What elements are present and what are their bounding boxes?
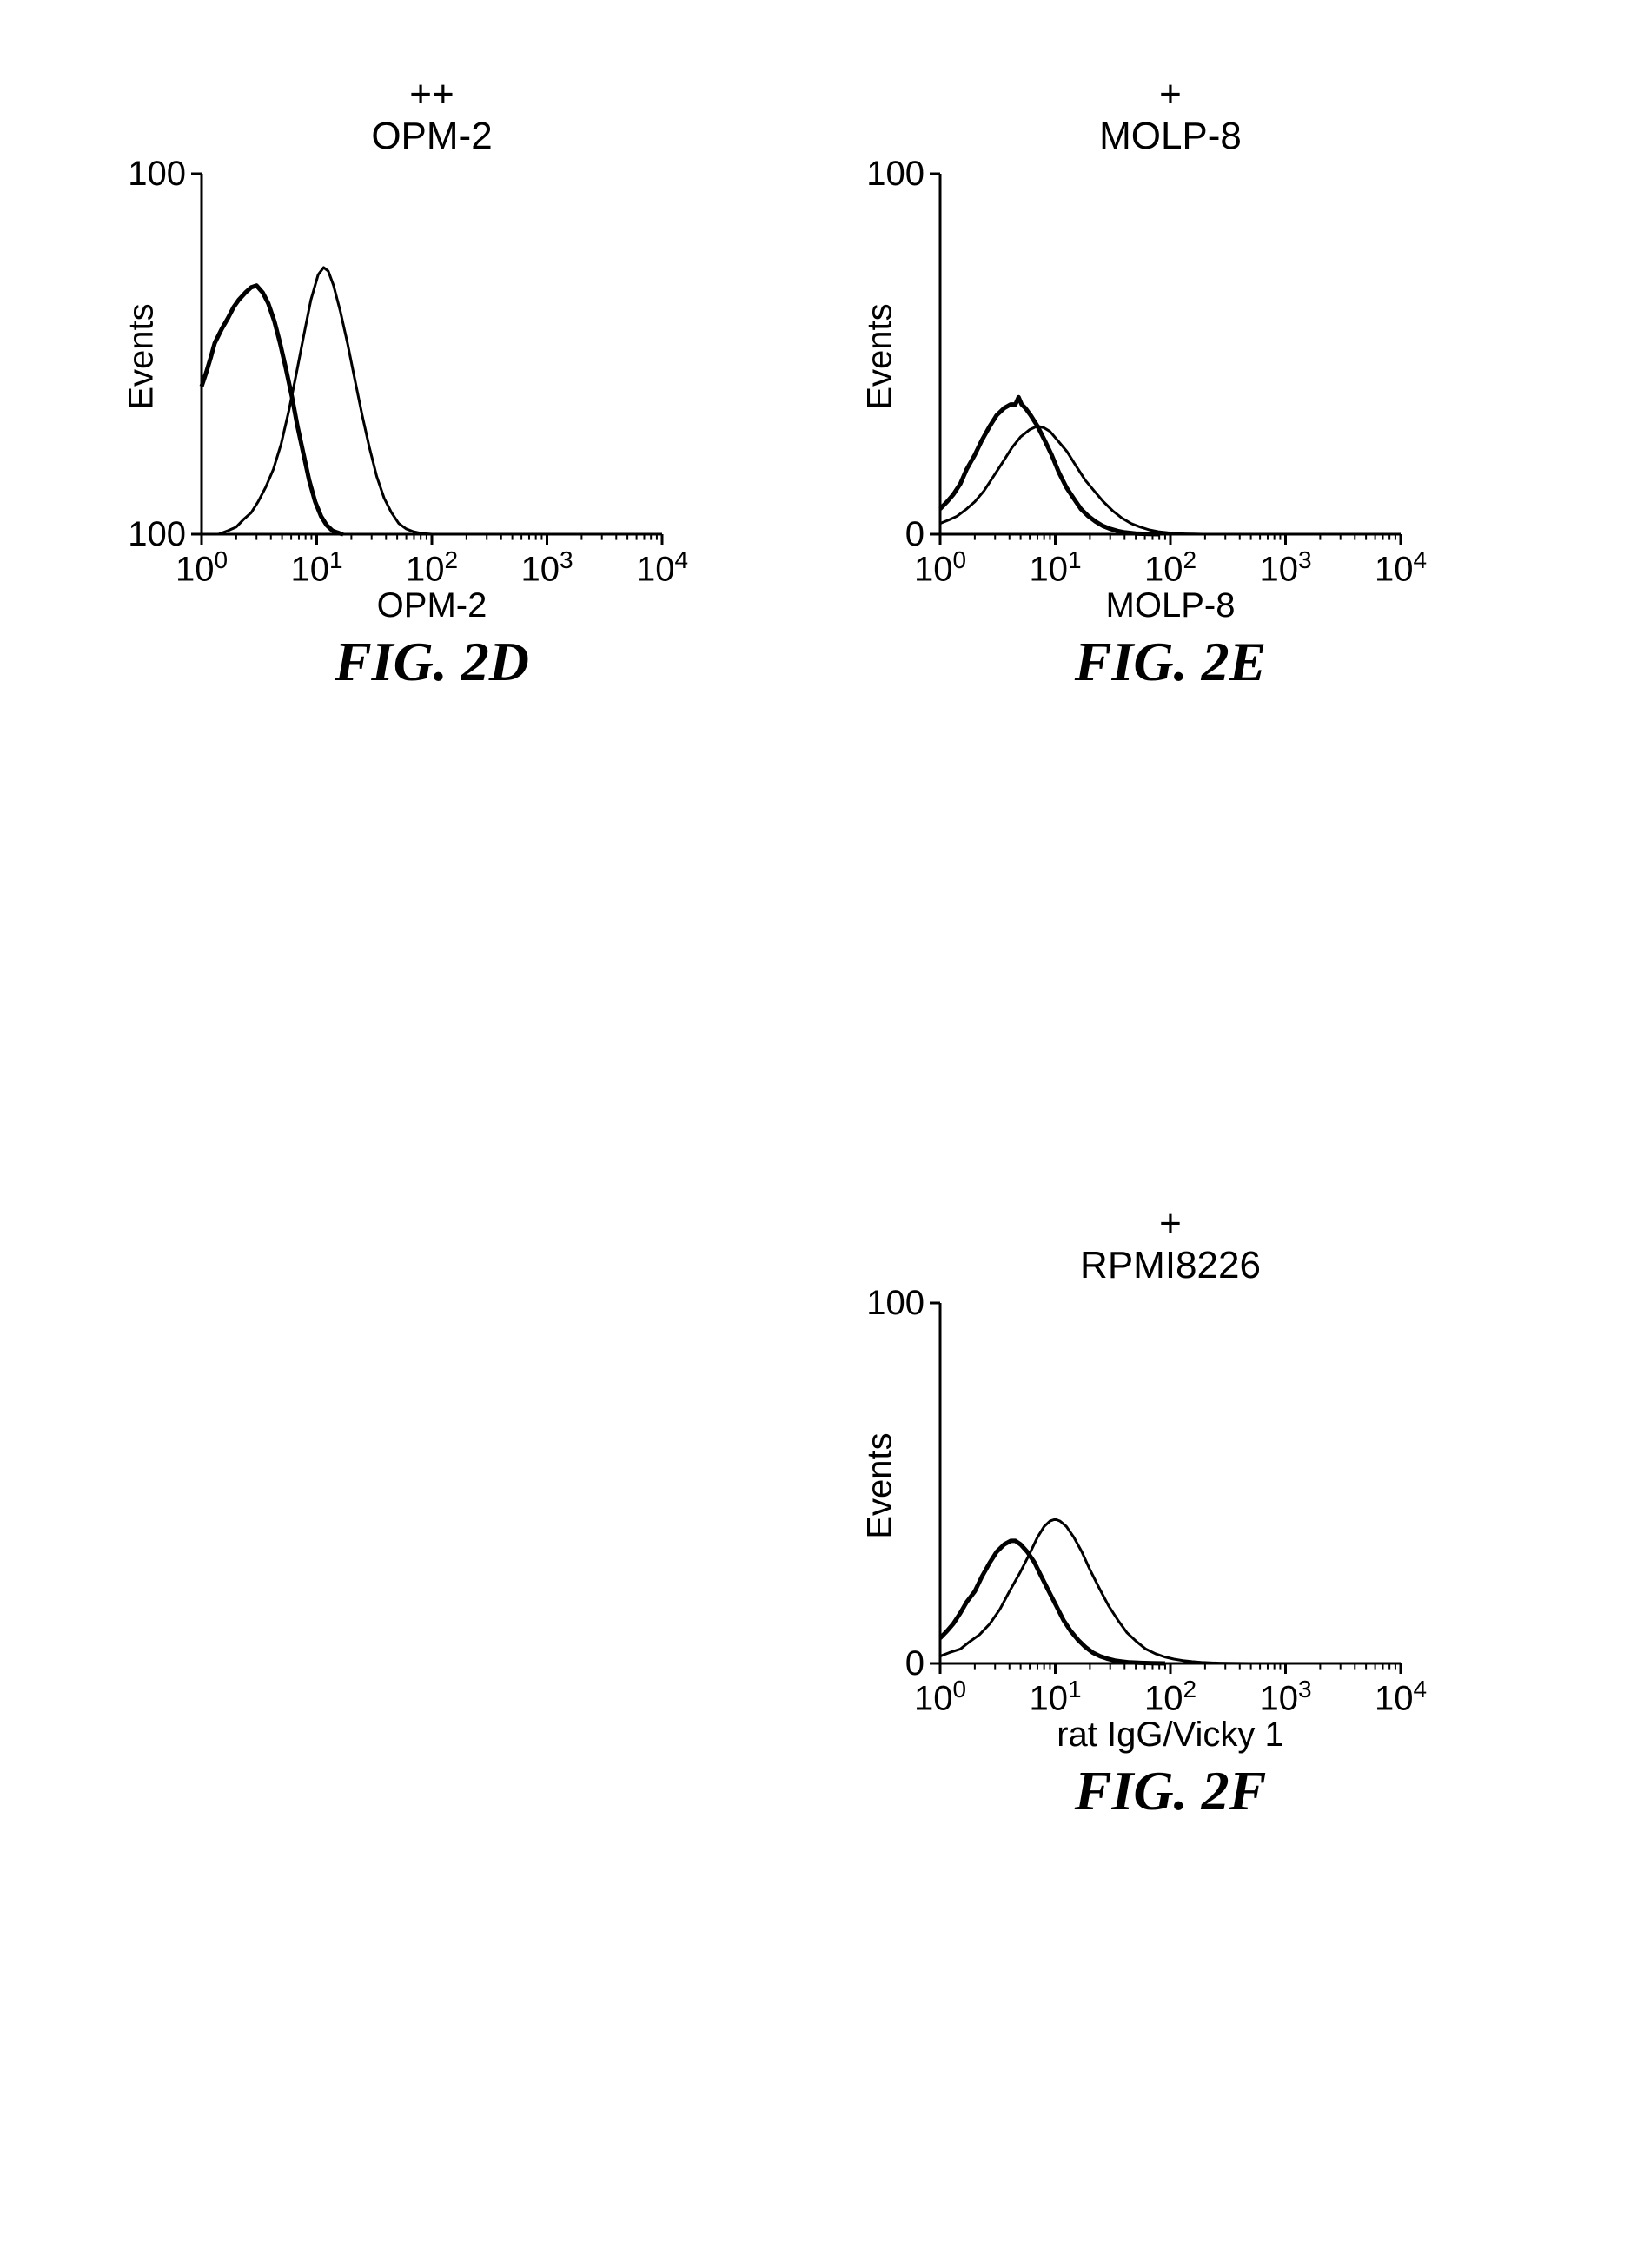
y-axis-label-D: Events <box>123 303 162 409</box>
x-tick-label: 100 <box>176 546 228 589</box>
x-tick-label: 102 <box>1144 546 1196 589</box>
curve-sample-D <box>218 268 432 534</box>
x-tick-label: 100 <box>914 1676 966 1718</box>
y-tick-label: 100 <box>123 155 186 194</box>
histogram-plot-E <box>905 139 1435 569</box>
histogram-plot-D <box>167 139 697 569</box>
curve-sample-F <box>940 1519 1264 1663</box>
axes-F <box>940 1303 1401 1663</box>
x-tick-label: 101 <box>1030 546 1082 589</box>
histogram-plot-F <box>905 1268 1435 1698</box>
x-tick-label: 104 <box>636 546 688 589</box>
x-tick-label: 104 <box>1375 546 1427 589</box>
curve-control-D <box>202 286 343 534</box>
axes-D <box>202 174 662 534</box>
x-tick-label: 103 <box>521 546 573 589</box>
x-tick-label: 102 <box>406 546 458 589</box>
expression-level-E: + <box>1040 74 1301 116</box>
curve-control-F <box>940 1541 1165 1663</box>
x-tick-label: 103 <box>1260 546 1312 589</box>
page: ++OPM-2Events100100100101102103104OPM-2F… <box>0 0 1637 2268</box>
curve-control-E <box>940 397 1159 534</box>
y-axis-label-F: Events <box>861 1432 900 1538</box>
expression-level-F: + <box>1040 1203 1301 1245</box>
figure-label-E: FIG. 2E <box>1014 630 1327 694</box>
x-tick-label: 103 <box>1260 1676 1312 1718</box>
x-tick-label: 104 <box>1375 1676 1427 1718</box>
y-tick-label: 100 <box>862 155 925 194</box>
y-tick-label: 100 <box>862 1284 925 1323</box>
x-tick-label: 101 <box>1030 1676 1082 1718</box>
figure-label-F: FIG. 2F <box>1014 1759 1327 1823</box>
figure-label-D: FIG. 2D <box>275 630 588 694</box>
axes-E <box>940 174 1401 534</box>
x-tick-label: 100 <box>914 546 966 589</box>
x-axis-label-F: rat IgG/Vicky 1 <box>1014 1716 1327 1755</box>
y-axis-label-E: Events <box>861 303 900 409</box>
x-tick-label: 101 <box>291 546 343 589</box>
x-axis-label-D: OPM-2 <box>275 586 588 625</box>
x-axis-label-E: MOLP-8 <box>1014 586 1327 625</box>
expression-level-D: ++ <box>302 74 562 116</box>
x-tick-label: 102 <box>1144 1676 1196 1718</box>
